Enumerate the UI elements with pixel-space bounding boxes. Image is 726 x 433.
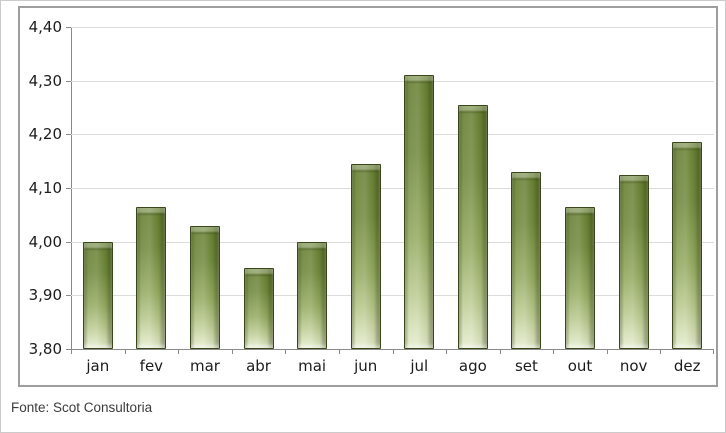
x-axis-tick <box>392 349 394 354</box>
x-axis-tick <box>660 349 662 354</box>
x-axis-label-dez: dez <box>673 357 701 375</box>
x-axis-label-abr: abr <box>246 357 271 375</box>
x-axis-label-nov: nov <box>619 357 648 375</box>
bar-out <box>565 207 596 349</box>
x-axis-tick <box>446 349 448 354</box>
y-axis-label: 3,90 <box>28 286 62 305</box>
y-axis-tick <box>66 295 71 297</box>
y-axis-label: 4,30 <box>28 71 62 90</box>
y-axis-label: 4,10 <box>28 179 62 197</box>
bar-mar <box>189 226 220 349</box>
gridline <box>71 80 714 82</box>
gridline <box>71 188 714 189</box>
x-axis-label-jun: jun <box>354 357 378 375</box>
x-axis-label-mai: mai <box>298 357 327 375</box>
x-axis-tick <box>285 349 287 354</box>
x-axis-tick <box>71 349 72 354</box>
source-note: Fonte: Scot Consultoria <box>11 400 153 415</box>
x-axis-tick <box>124 349 126 354</box>
gridline <box>71 134 714 136</box>
x-axis-label-out: out <box>567 357 593 375</box>
bar-jan <box>82 242 113 349</box>
bar-jul <box>404 75 435 349</box>
chart-plot-frame: 4,40 4,30 4,20 4,10 4,00 3,90 3,80 jan fev mar abr… <box>18 6 718 387</box>
gridline <box>71 27 714 28</box>
plot-area: 4,40 4,30 4,20 4,10 4,00 3,90 3,80 jan fev mar abr… <box>29 18 714 375</box>
y-axis-label: 4,00 <box>28 232 62 251</box>
x-axis-label-fev: fev <box>139 357 164 375</box>
y-axis-label: 3,80 <box>28 340 62 358</box>
x-axis-tick <box>553 349 555 354</box>
x-axis-label-mar: mar <box>189 357 220 375</box>
x-axis-tick <box>231 349 233 354</box>
bar-dez <box>672 142 703 349</box>
x-axis-tick <box>713 349 714 354</box>
x-axis-label-jul: jul <box>410 357 429 375</box>
x-axis-tick <box>606 349 608 354</box>
bar-abr <box>243 268 274 349</box>
y-axis-tick <box>66 27 71 28</box>
x-axis-tick <box>338 349 340 354</box>
x-axis-tick <box>178 349 180 354</box>
bar-set <box>511 172 542 349</box>
x-axis-label-set: set <box>514 357 538 375</box>
y-axis-tick <box>66 134 71 136</box>
x-axis-tick <box>499 349 501 354</box>
x-axis-label-ago: ago <box>458 357 487 375</box>
bar-nov <box>618 175 649 349</box>
bar-mai <box>297 242 328 349</box>
y-axis-label: 4,20 <box>28 125 62 144</box>
gridline <box>71 241 714 243</box>
bar-ago <box>457 105 488 349</box>
y-axis-tick <box>66 241 71 243</box>
x-axis-label-jan: jan <box>86 357 110 375</box>
y-axis-tick <box>66 349 71 350</box>
bar-fev <box>136 207 167 349</box>
y-axis-tick <box>66 80 71 82</box>
y-axis-tick <box>66 188 71 189</box>
gridline <box>71 295 714 297</box>
bar-jun <box>350 164 381 349</box>
y-axis-label: 4,40 <box>28 18 62 36</box>
